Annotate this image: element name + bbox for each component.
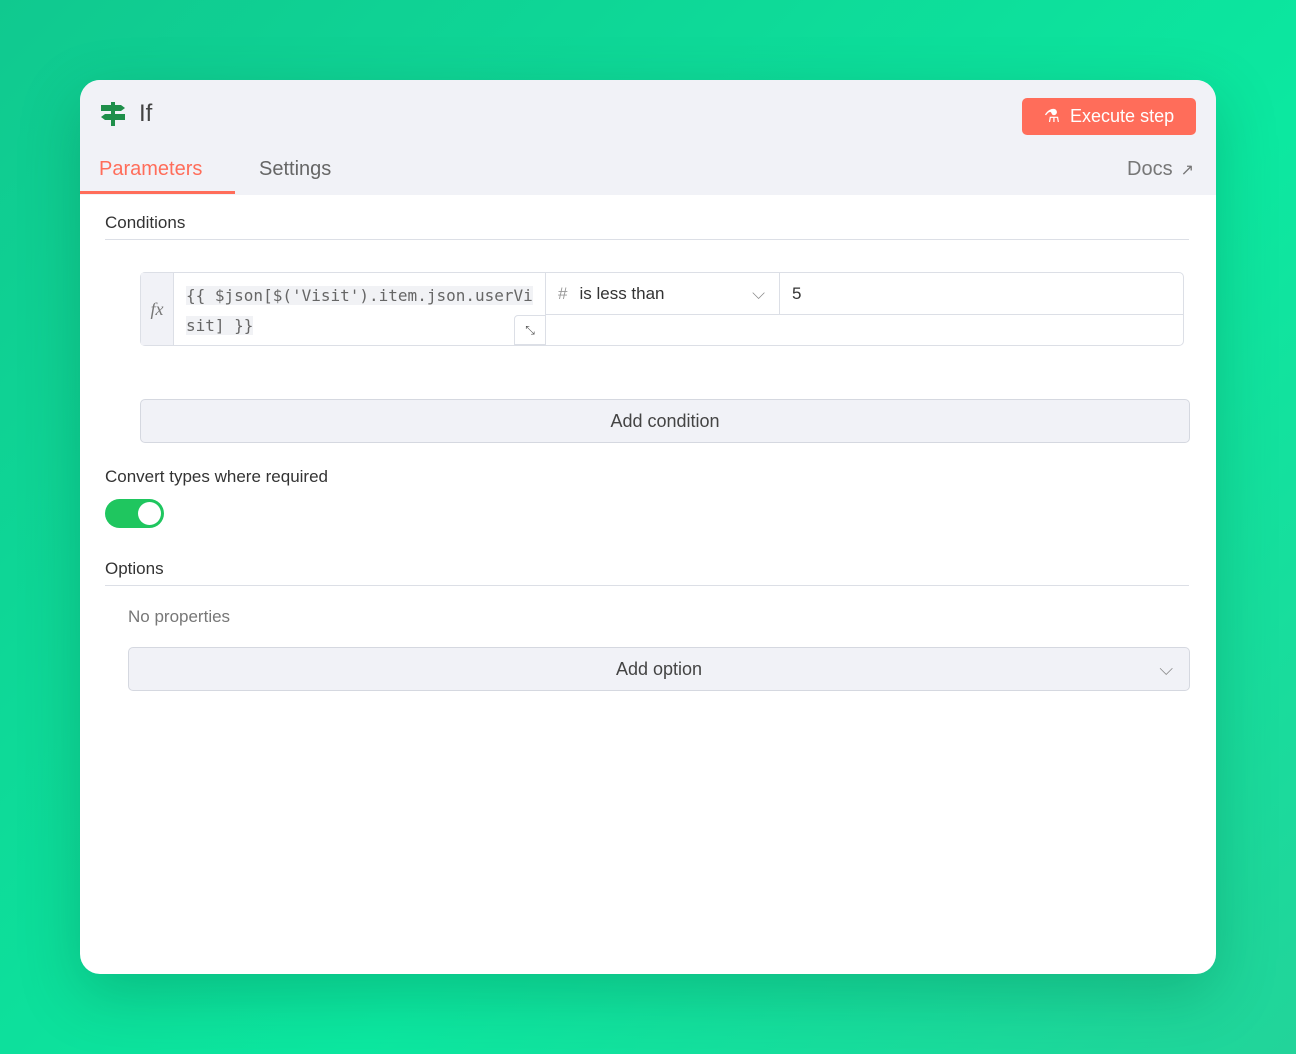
fx-icon: fx	[141, 273, 174, 345]
panel-header: If ⚗ Execute step Parameters Settings Doc…	[80, 80, 1216, 195]
expand-expression-icon[interactable]: ⤡	[514, 315, 546, 345]
expression-input[interactable]: {{ $json[$('Visit').item.json.userVisit]…	[186, 286, 533, 335]
no-properties-text: No properties	[128, 607, 231, 626]
chevron-down-icon: ⌵	[752, 283, 765, 303]
condition-row: fx {{ $json[$('Visit').item.json.userVis…	[140, 272, 1184, 346]
options-heading: Options	[105, 559, 1189, 586]
number-type-icon: #	[558, 283, 568, 303]
value-input[interactable]: 5	[779, 273, 1183, 315]
add-option-button[interactable]: Add option ⌵	[128, 647, 1190, 691]
external-link-icon: ↗	[1180, 161, 1194, 179]
convert-types-toggle[interactable]	[105, 499, 164, 528]
convert-types-label: Convert types where required	[105, 467, 329, 486]
conditions-heading: Conditions	[105, 213, 1189, 240]
operator-select[interactable]: # is less than ⌵	[545, 273, 779, 315]
flask-icon: ⚗	[1043, 106, 1061, 126]
toggle-knob	[138, 502, 161, 525]
node-panel: If ⚗ Execute step Parameters Settings Doc…	[80, 80, 1216, 974]
node-title: If	[99, 100, 152, 128]
tab-parameters[interactable]: Parameters	[99, 158, 203, 180]
execute-step-button[interactable]: ⚗ Execute step	[1022, 98, 1196, 135]
active-tab-indicator	[80, 191, 235, 194]
tab-settings[interactable]: Settings	[259, 158, 332, 180]
docs-link[interactable]: Docs ↗	[1127, 158, 1194, 180]
add-condition-button[interactable]: Add condition	[140, 399, 1190, 443]
node-title-text: If	[139, 100, 153, 127]
signpost-icon	[101, 102, 125, 126]
chevron-down-icon: ⌵	[1159, 658, 1173, 679]
